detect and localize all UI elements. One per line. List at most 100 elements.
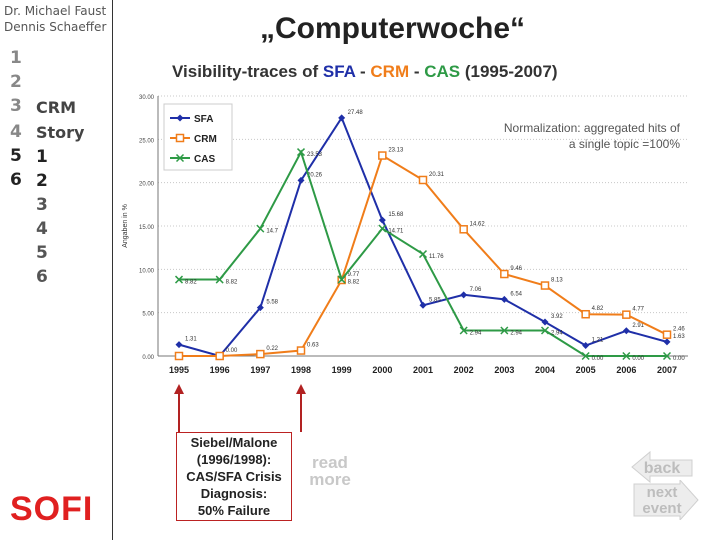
author-name-2: Dennis Schaeffer <box>4 20 107 34</box>
data-point-crm <box>622 310 631 319</box>
nav-item-6[interactable]: 6 <box>10 170 22 190</box>
data-point-cas <box>174 275 184 284</box>
legend-marker-crm <box>175 133 185 143</box>
annotation-arrow <box>174 384 184 432</box>
data-label-cas: 0.00 <box>673 356 685 362</box>
data-point-cas <box>459 326 468 335</box>
back-button[interactable]: back <box>630 450 694 484</box>
data-point-crm <box>256 349 265 359</box>
arrow-head <box>174 384 184 394</box>
data-label-crm: 20.31 <box>429 172 445 178</box>
data-label-cas: 2.94 <box>551 331 563 337</box>
data-label-cas: 8.82 <box>226 280 238 286</box>
marker-stroke <box>662 351 672 361</box>
marker-stroke <box>581 351 590 361</box>
data-label-cas: 14.7 <box>266 229 278 235</box>
data-point-crm <box>174 351 184 361</box>
data-label-sfa: 2.91 <box>632 323 644 329</box>
data-label-crm: 0.63 <box>307 343 319 349</box>
marker-stroke <box>622 351 631 361</box>
data-label-sfa: 6.54 <box>510 291 522 297</box>
data-label-sfa: 1.21 <box>592 338 604 344</box>
nav-item-4[interactable]: 4 <box>10 122 22 142</box>
data-point-cas <box>337 275 346 284</box>
data-point-cas <box>500 326 509 335</box>
nav-page-4[interactable]: 4 <box>36 219 48 239</box>
data-label-crm: 14.62 <box>470 221 486 227</box>
x-tick-label: 1996 <box>210 365 230 375</box>
data-point-crm <box>296 346 306 355</box>
data-label-cas: 14.71 <box>388 229 404 235</box>
nav-sub-2[interactable]: 2 <box>36 171 48 191</box>
data-point-crm <box>459 225 468 234</box>
data-point-crm <box>581 309 590 319</box>
x-tick-label: 2003 <box>494 365 514 375</box>
x-tick-label: 1998 <box>291 365 311 375</box>
y-tick-label: 10.00 <box>139 268 155 274</box>
data-label-crm: 8.13 <box>551 278 563 284</box>
data-point-crm <box>378 151 387 160</box>
nav-item-2[interactable]: 2 <box>10 72 22 92</box>
nav-sub-1[interactable]: 1 <box>36 147 48 167</box>
x-tick-label: 1995 <box>169 365 189 375</box>
data-point-crm <box>662 330 672 339</box>
nav-item-1[interactable]: 1 <box>10 48 22 68</box>
callout-line-5: 50% Failure <box>197 503 271 518</box>
data-label-cas: 0.00 <box>592 356 604 362</box>
read-more-link[interactable]: read more <box>302 454 358 488</box>
legend-marker-sfa <box>176 114 184 122</box>
x-tick-label: 2002 <box>454 365 474 375</box>
data-point-sfa <box>500 295 508 303</box>
data-point-sfa <box>338 114 346 122</box>
x-tick-label: 2005 <box>576 365 596 375</box>
data-label-sfa: 1.31 <box>185 337 197 343</box>
nav-page-6[interactable]: 6 <box>36 267 48 287</box>
data-point-sfa <box>297 176 305 184</box>
legend-label-sfa: SFA <box>194 114 213 125</box>
data-point-cas <box>622 351 631 361</box>
data-label-sfa: 27.48 <box>348 110 364 116</box>
data-label-crm: 9.77 <box>348 272 360 278</box>
next-event-label-1: next <box>647 484 678 501</box>
nav-page-3[interactable]: 3 <box>36 195 48 215</box>
data-label-crm: 4.77 <box>632 307 644 313</box>
x-tick-label: 2007 <box>657 365 677 375</box>
back-arrow-icon <box>631 450 693 484</box>
marker-stroke <box>174 275 184 284</box>
data-label-sfa: 3.92 <box>551 314 563 320</box>
x-tick-label: 2000 <box>372 365 392 375</box>
arrow-head <box>296 384 306 394</box>
callout-line-4: Diagnosis: <box>200 486 268 501</box>
x-tick-label: 2006 <box>616 365 636 375</box>
nav-item-3[interactable]: 3 <box>10 96 22 116</box>
back-label: back <box>644 460 681 477</box>
nav-sub-crm[interactable]: CRM <box>36 98 76 117</box>
data-point-cas <box>540 326 550 335</box>
next-event-button[interactable]: next event <box>632 480 700 520</box>
next-arrow-icon <box>633 480 699 520</box>
data-label-sfa: 5.85 <box>429 297 441 303</box>
data-label-sfa: 5.58 <box>266 300 278 306</box>
data-label-crm: 2.46 <box>673 327 685 333</box>
normalization-note: Normalization: aggregated hits of a sing… <box>503 121 680 151</box>
x-tick-label: 1997 <box>250 365 270 375</box>
sofi-logo: SOFI <box>10 490 94 528</box>
y-tick-label: 0.00 <box>142 355 154 361</box>
nav-page-5[interactable]: 5 <box>36 243 48 263</box>
data-label-cas: 8.82 <box>348 280 360 286</box>
data-point-crm <box>215 351 224 361</box>
y-tick-label: 5.00 <box>142 312 154 318</box>
nav-sub-story[interactable]: Story <box>36 123 85 142</box>
data-label-crm: 4.82 <box>592 306 604 312</box>
y-axis-label: Angaben in % <box>122 204 129 248</box>
data-point-sfa <box>378 216 386 224</box>
data-point-cas <box>581 351 590 361</box>
callout-line-1: Siebel/Malone <box>190 435 278 450</box>
marker-stroke <box>175 153 185 163</box>
data-label-crm: 9.46 <box>510 266 522 272</box>
data-point-sfa <box>663 338 671 346</box>
data-point-crm <box>418 175 428 185</box>
nav-item-5[interactable]: 5 <box>10 146 22 166</box>
y-tick-label: 15.00 <box>139 225 155 231</box>
